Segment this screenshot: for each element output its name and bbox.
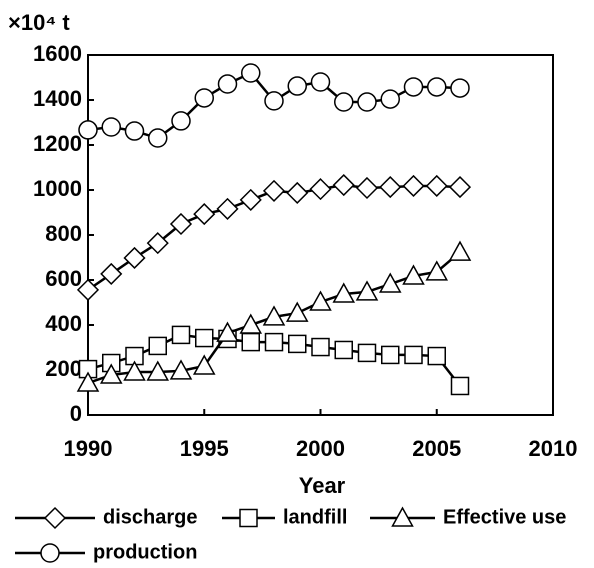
y-tick-label: 400 bbox=[45, 311, 82, 336]
x-tick-label: 2010 bbox=[529, 436, 578, 461]
data-point bbox=[100, 262, 123, 285]
data-point bbox=[427, 77, 447, 97]
data-point bbox=[450, 376, 470, 396]
data-point bbox=[195, 328, 214, 348]
legend-marker bbox=[239, 508, 258, 528]
data-point bbox=[309, 290, 332, 311]
data-point bbox=[123, 246, 146, 270]
legend-label: production bbox=[93, 541, 197, 563]
data-point bbox=[123, 360, 146, 381]
data-point bbox=[124, 121, 145, 141]
y-tick-label: 1000 bbox=[33, 176, 82, 201]
x-tick-label: 2000 bbox=[296, 436, 345, 461]
data-point bbox=[450, 78, 470, 98]
data-point bbox=[425, 260, 449, 281]
legend-marker bbox=[40, 543, 60, 563]
data-point bbox=[448, 240, 472, 261]
data-point bbox=[76, 371, 100, 392]
data-point bbox=[78, 120, 98, 140]
data-point bbox=[241, 63, 261, 83]
data-point bbox=[193, 203, 216, 226]
legend-marker bbox=[43, 506, 67, 530]
data-point bbox=[334, 92, 354, 112]
data-point bbox=[334, 340, 353, 360]
data-point bbox=[381, 345, 400, 365]
data-point bbox=[169, 359, 193, 380]
legend-marker bbox=[391, 506, 414, 527]
data-point bbox=[332, 282, 356, 303]
data-point bbox=[262, 179, 286, 202]
data-point bbox=[262, 305, 286, 326]
data-point bbox=[239, 313, 263, 334]
y-tick-label: 1200 bbox=[33, 131, 82, 156]
data-point bbox=[264, 91, 284, 111]
y-tick-label: 1600 bbox=[33, 41, 82, 66]
data-point bbox=[379, 176, 402, 199]
x-tick-label: 2005 bbox=[412, 436, 461, 461]
data-point bbox=[146, 360, 170, 381]
legend-label: Effective use bbox=[443, 506, 566, 528]
data-point bbox=[355, 280, 379, 301]
data-point bbox=[76, 278, 100, 301]
data-point bbox=[241, 332, 260, 352]
data-point bbox=[309, 178, 332, 201]
data-point bbox=[448, 176, 472, 199]
data-point bbox=[171, 111, 191, 131]
data-point bbox=[403, 77, 424, 97]
data-point bbox=[288, 334, 307, 354]
data-point bbox=[357, 343, 377, 363]
data-point bbox=[99, 363, 123, 384]
y-tick-label: 600 bbox=[45, 266, 82, 291]
legend-label: landfill bbox=[283, 506, 347, 528]
y-unit: ×10⁴ t bbox=[8, 10, 70, 35]
data-point bbox=[402, 174, 425, 198]
data-point bbox=[357, 92, 377, 112]
data-point bbox=[192, 354, 216, 375]
data-point bbox=[148, 336, 167, 356]
x-tick-label: 1990 bbox=[64, 436, 113, 461]
data-point bbox=[427, 346, 446, 366]
data-point bbox=[217, 74, 238, 94]
data-point bbox=[216, 321, 239, 342]
y-tick-label: 1400 bbox=[33, 86, 82, 111]
legend-label: discharge bbox=[103, 506, 197, 528]
y-tick-label: 0 bbox=[70, 401, 82, 426]
data-point bbox=[169, 212, 193, 236]
data-point bbox=[355, 176, 379, 200]
data-point bbox=[287, 76, 307, 96]
x-tick-label: 1995 bbox=[180, 436, 229, 461]
data-point bbox=[286, 181, 309, 204]
x-axis-label: Year bbox=[299, 473, 346, 498]
data-point bbox=[402, 264, 425, 285]
y-tick-label: 800 bbox=[45, 221, 82, 246]
data-point bbox=[146, 232, 169, 255]
data-point bbox=[194, 88, 214, 108]
data-point bbox=[404, 345, 423, 365]
y-tick-label: 200 bbox=[45, 356, 82, 381]
data-point bbox=[311, 337, 330, 357]
data-point bbox=[216, 197, 239, 220]
data-point bbox=[378, 272, 402, 293]
data-point bbox=[332, 173, 355, 197]
data-point bbox=[264, 332, 284, 352]
data-point bbox=[425, 174, 448, 198]
data-point bbox=[171, 325, 191, 345]
data-point bbox=[380, 89, 400, 109]
data-point bbox=[148, 128, 168, 148]
data-point bbox=[310, 72, 331, 92]
data-point bbox=[239, 188, 262, 211]
data-point bbox=[285, 301, 309, 322]
data-point bbox=[101, 117, 121, 137]
